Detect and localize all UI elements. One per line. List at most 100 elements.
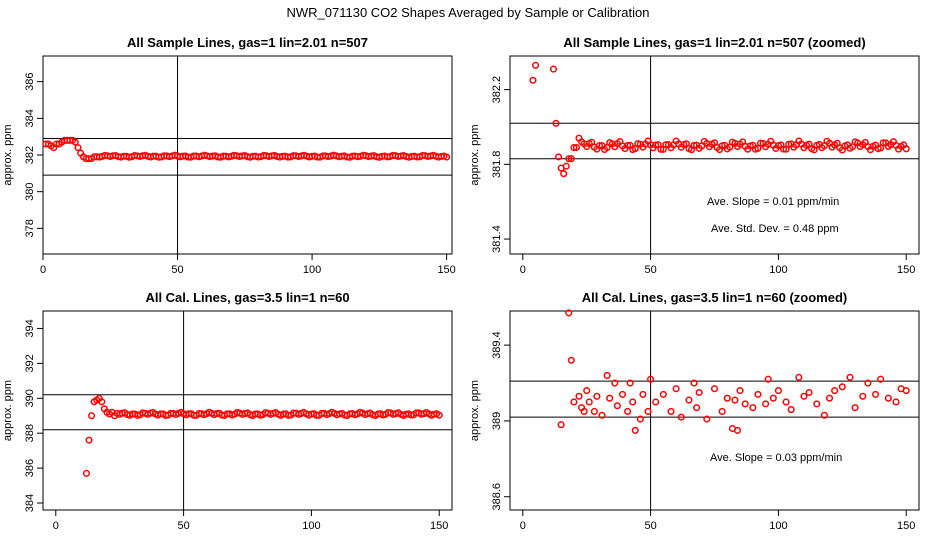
data-point (659, 390, 667, 398)
data-point (557, 421, 565, 429)
data-point (624, 407, 632, 415)
data-point (825, 394, 834, 402)
data-point (443, 153, 451, 161)
y-tick-label: 386 (24, 459, 36, 477)
data-point (902, 145, 910, 153)
y-axis-label: approx. ppm (469, 380, 481, 441)
data-point (677, 413, 685, 421)
data-point (859, 392, 867, 400)
data-point (703, 415, 711, 423)
data-point (838, 383, 846, 391)
x-tick-label: 50 (177, 520, 189, 532)
x-tick-label: 0 (40, 264, 46, 276)
chart-panel-2: All Sample Lines, gas=1 lin=2.01 n=507 (… (469, 35, 920, 276)
y-tick-label: 380 (24, 182, 36, 200)
data-point (565, 155, 573, 163)
data-point (736, 387, 744, 395)
data-point (774, 387, 782, 395)
data-point (629, 398, 637, 406)
data-point (647, 375, 655, 383)
data-point (710, 385, 719, 393)
data-point (585, 398, 593, 406)
y-tick-label: 392 (24, 354, 36, 372)
data-point (769, 394, 777, 402)
data-point (813, 400, 821, 408)
data-point (756, 139, 765, 147)
data-point (892, 398, 900, 406)
y-tick-label: 378 (24, 219, 36, 237)
data-point (529, 76, 537, 84)
data-point (902, 387, 910, 395)
data-point (618, 390, 627, 398)
y-tick-label: 382.2 (491, 76, 503, 104)
data-point (733, 426, 742, 434)
annotation: Ave. Std. Dev. = 0.48 ppm (711, 223, 839, 235)
data-points (529, 61, 910, 178)
data-point (662, 141, 670, 149)
data-point (572, 143, 581, 152)
data-point (795, 373, 803, 381)
data-point (695, 388, 703, 397)
data-point (636, 415, 644, 423)
data-point (82, 469, 91, 477)
data-point (672, 385, 680, 393)
y-tick-label: 389.4 (491, 331, 503, 359)
data-point (580, 407, 588, 415)
data-point (624, 141, 632, 149)
annotation: Ave. Slope = 0.01 ppm/min (707, 196, 839, 208)
data-point (626, 379, 634, 387)
y-tick-label: 382 (24, 146, 36, 164)
annotation: Ave. Slope = 0.03 ppm/min (710, 452, 842, 464)
chart-panel-4: All Cal. Lines, gas=3.5 lin=1 n=60 (zoom… (469, 290, 920, 532)
y-tick-label: 388 (24, 424, 36, 442)
data-point (864, 379, 872, 387)
plot-frame (509, 55, 920, 255)
y-tick-label: 384 (24, 109, 36, 127)
data-point (685, 396, 693, 404)
x-tick-label: 100 (769, 520, 787, 532)
data-point (567, 356, 575, 364)
data-point (565, 309, 573, 317)
data-point (603, 371, 611, 379)
data-point (567, 155, 575, 163)
plot-frame (42, 310, 453, 511)
data-point (657, 145, 665, 153)
data-point (644, 407, 652, 415)
x-tick-label: 150 (897, 520, 915, 532)
x-tick-label: 150 (437, 264, 455, 276)
data-point (88, 412, 96, 420)
data-point (595, 141, 604, 150)
data-point (846, 373, 854, 381)
data-point (749, 404, 757, 412)
data-point (85, 436, 93, 444)
figure-title: NWR_071130 CO2 Shapes Averaged by Sample… (286, 5, 650, 20)
data-point (562, 162, 570, 170)
y-tick-label: 388.6 (491, 483, 503, 511)
data-point (693, 404, 701, 412)
data-points (82, 394, 443, 477)
data-point (782, 398, 790, 406)
panel-title: All Sample Lines, gas=1 lin=2.01 n=507 (… (563, 35, 865, 50)
panel-title: All Cal. Lines, gas=3.5 lin=1 n=60 (zoom… (582, 290, 848, 305)
x-tick-label: 0 (53, 520, 59, 532)
data-point (435, 411, 443, 419)
data-point (877, 375, 885, 383)
data-point (555, 153, 563, 161)
data-point (787, 406, 795, 414)
data-point (879, 139, 887, 147)
y-tick-label: 384 (24, 494, 36, 512)
x-tick-label: 0 (520, 264, 526, 276)
data-point (74, 144, 82, 152)
data-point (560, 170, 568, 178)
data-point (639, 390, 647, 398)
data-point (820, 411, 828, 419)
y-tick-label: 381.8 (491, 151, 503, 179)
data-point (98, 398, 106, 406)
x-tick-label: 0 (520, 520, 526, 532)
y-tick-label: 381.4 (491, 225, 503, 253)
data-point (631, 426, 639, 434)
data-point (723, 394, 731, 402)
x-tick-label: 150 (430, 520, 448, 532)
x-tick-label: 150 (897, 264, 915, 276)
